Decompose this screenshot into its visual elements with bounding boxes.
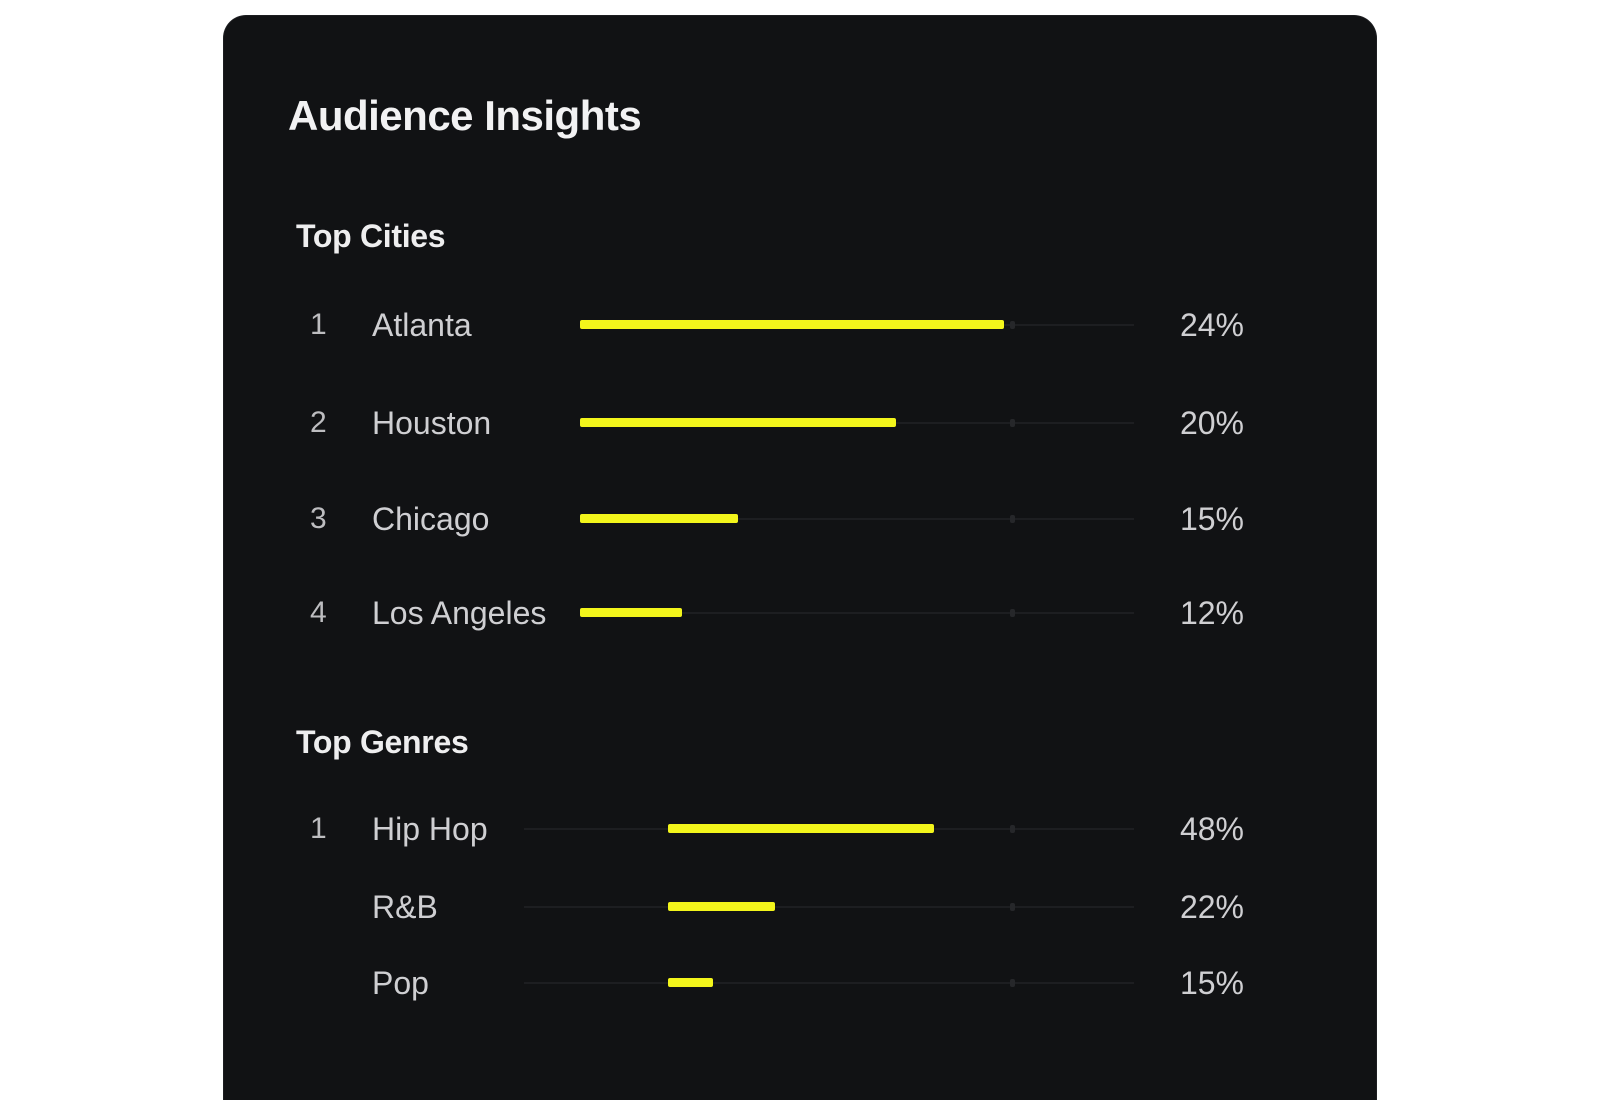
card-title: Audience Insights [288, 92, 642, 139]
city-row: 2 Houston 20% [224, 398, 1376, 448]
city-row: 3 Chicago 15% [224, 494, 1376, 544]
city-name: Atlanta [372, 307, 472, 343]
bar-fill [580, 608, 682, 617]
genre-row: Pop 15% [224, 958, 1376, 1008]
rank-number: 1 [310, 812, 327, 845]
genre-name: R&B [372, 889, 438, 925]
bar-fill [668, 824, 934, 833]
percentage-value: 24% [1179, 307, 1244, 343]
percentage-value: 15% [1179, 501, 1244, 537]
genre-name: Hip Hop [372, 811, 488, 847]
bar-fill [580, 320, 1004, 329]
bar-fill [668, 902, 775, 911]
city-row: 1 Atlanta 24% [224, 300, 1376, 350]
percentage-value: 15% [1179, 965, 1244, 1001]
bar-fill [668, 978, 713, 987]
bar-fill [580, 514, 738, 523]
percentage-value: 12% [1179, 595, 1244, 631]
bar-track [580, 518, 1134, 520]
city-name: Chicago [372, 501, 490, 537]
section-title-top-cities: Top Cities [296, 218, 446, 254]
city-name: Houston [372, 405, 492, 441]
percentage-value: 20% [1179, 405, 1244, 441]
section-title-top-genres: Top Genres [296, 724, 469, 760]
bar-track-tick [1010, 515, 1015, 523]
bar-track-tick [1010, 825, 1015, 833]
audience-insights-card: Audience Insights Top Cities 1 Atlanta 24%… [224, 16, 1376, 1100]
bar-track [524, 906, 1134, 908]
rank-number: 2 [310, 406, 327, 439]
genre-row: R&B 22% [224, 882, 1376, 932]
rank-number: 3 [310, 502, 327, 535]
bar-track-tick [1010, 979, 1015, 987]
genre-row: 1 Hip Hop 48% [224, 804, 1376, 854]
percentage-value: 22% [1179, 889, 1244, 925]
bar-track-tick [1010, 321, 1015, 329]
bar-track [580, 612, 1134, 614]
bar-track [524, 982, 1134, 984]
bar-track-tick [1010, 903, 1015, 911]
genre-name: Pop [372, 965, 429, 1001]
city-name: Los Angeles [372, 595, 547, 631]
bar-fill [580, 418, 896, 427]
rank-number: 1 [310, 308, 327, 341]
bar-track-tick [1010, 419, 1015, 427]
city-row: 4 Los Angeles 12% [224, 588, 1376, 638]
rank-number: 4 [310, 596, 327, 629]
bar-track-tick [1010, 609, 1015, 617]
percentage-value: 48% [1179, 811, 1244, 847]
